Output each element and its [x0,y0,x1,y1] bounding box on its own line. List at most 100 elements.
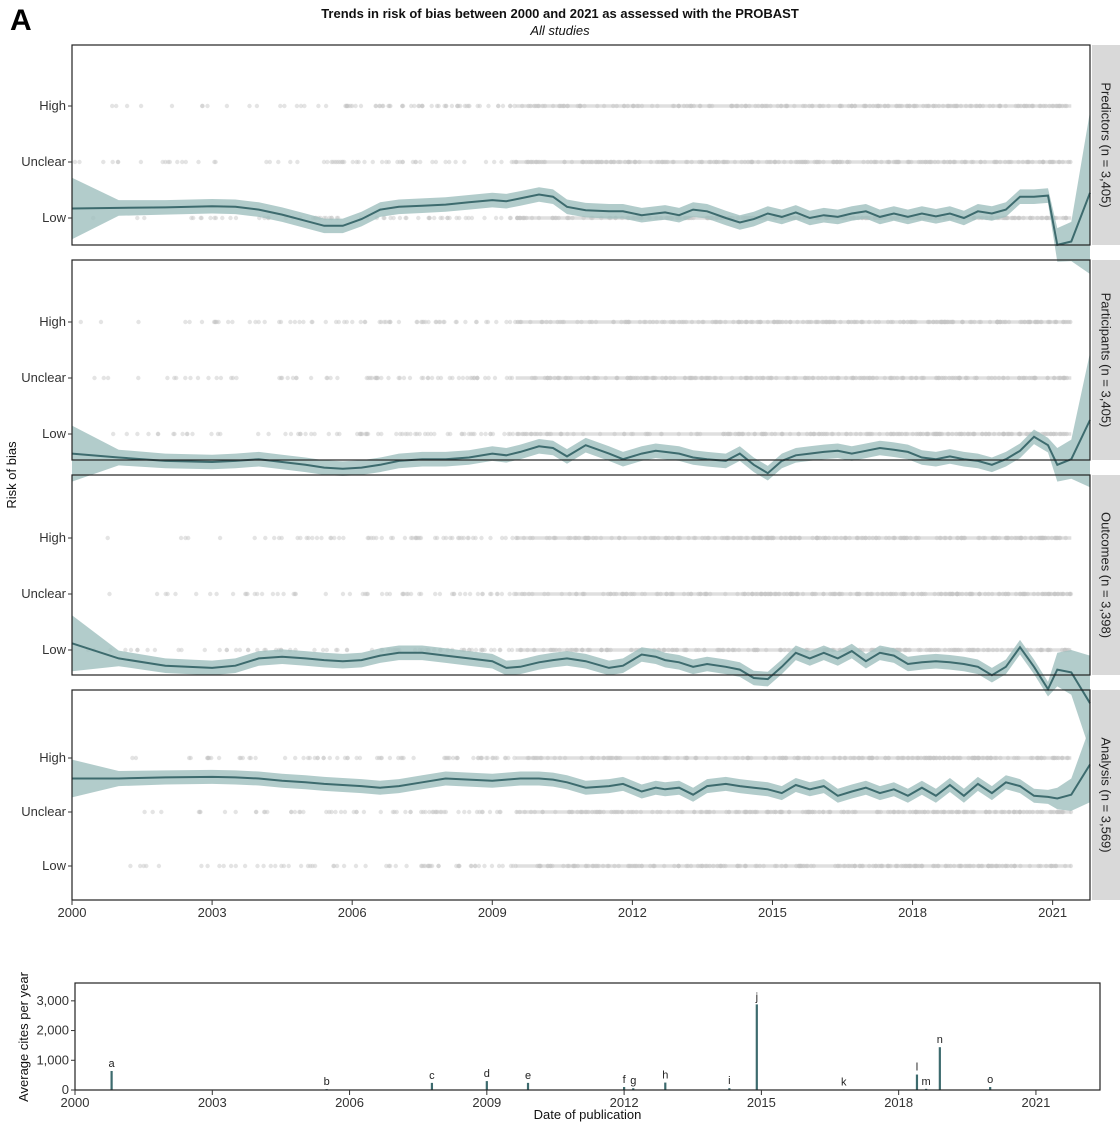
data-point [364,375,369,381]
data-point [449,103,455,109]
data-point [328,375,333,381]
data-point [221,863,226,869]
data-point [448,431,453,437]
data-point [230,319,235,325]
data-point [455,103,460,109]
data-point [390,535,396,541]
data-point [413,431,418,437]
y-axis-label: Average cites per year [16,971,31,1101]
data-point [105,535,110,541]
data-point [206,375,211,381]
data-point [402,535,408,541]
data-point [504,375,510,381]
data-point [261,809,267,815]
confidence-band [72,111,1090,274]
data-point [321,755,326,761]
data-point [469,647,475,653]
data-point [452,591,457,597]
data-point [469,863,474,869]
data-point [226,319,231,325]
data-point [307,755,312,761]
bar-label: n [937,1034,943,1046]
data-point [461,535,466,541]
data-point [381,103,386,109]
data-point [438,375,444,381]
data-point [256,319,261,325]
data-point [467,809,472,815]
data-point [220,215,225,221]
data-point [256,431,261,437]
data-point [454,863,459,869]
data-point [435,809,440,815]
data-point [394,431,399,437]
y-tick-label: Low [42,642,66,657]
data-point [378,755,384,761]
data-point [357,431,363,437]
data-point [154,591,160,597]
data-point [442,319,447,325]
data-point [408,591,414,597]
data-point [492,647,497,653]
data-point [511,591,517,597]
confidence-band [72,615,1090,751]
data-point [302,103,307,109]
data-point [454,319,459,325]
data-point [324,375,329,381]
data-point [421,809,426,815]
data-point [508,863,514,869]
data-point [396,319,402,325]
data-point [507,103,513,109]
data-point [358,431,363,437]
data-point [436,863,441,869]
data-point [462,159,467,165]
data-point [509,159,514,165]
data-point [455,755,460,761]
data-point [462,103,468,109]
data-point [135,215,140,221]
data-point [292,809,298,815]
data-point [150,809,155,815]
data-point [363,863,368,869]
chart-title: Trends in risk of bias between 2000 and … [321,6,799,21]
data-point [199,863,204,869]
data-point [384,159,389,165]
data-point [464,103,469,109]
data-point [340,159,345,165]
x-tick-label: 2021 [1021,1095,1050,1110]
data-point [451,591,456,597]
data-point [321,159,327,165]
data-point [254,103,260,109]
data-point [379,431,384,437]
data-point [145,647,150,653]
data-point [434,535,440,541]
data-point [341,863,347,869]
data-point [183,159,188,165]
data-point [209,431,214,437]
data-point [490,431,496,437]
data-point [123,647,128,653]
data-point [443,159,448,165]
data-point [388,215,393,221]
data-point [298,863,304,869]
data-point [490,755,495,761]
data-point [217,647,222,653]
data-point [350,319,355,325]
y-tick-label: Unclear [21,804,66,819]
data-point [255,591,260,597]
data-point [495,755,500,761]
data-point [508,215,513,221]
data-point [213,215,219,221]
data-point [413,159,418,165]
data-point [124,431,129,437]
data-point [310,319,315,325]
data-point [337,431,342,437]
data-point [237,755,242,761]
data-point [262,319,267,325]
data-point [171,431,176,437]
data-point [233,215,239,221]
data-point [247,103,252,109]
data-point [297,809,302,815]
data-point [233,809,238,815]
data-point [489,863,495,869]
data-point [405,431,410,437]
